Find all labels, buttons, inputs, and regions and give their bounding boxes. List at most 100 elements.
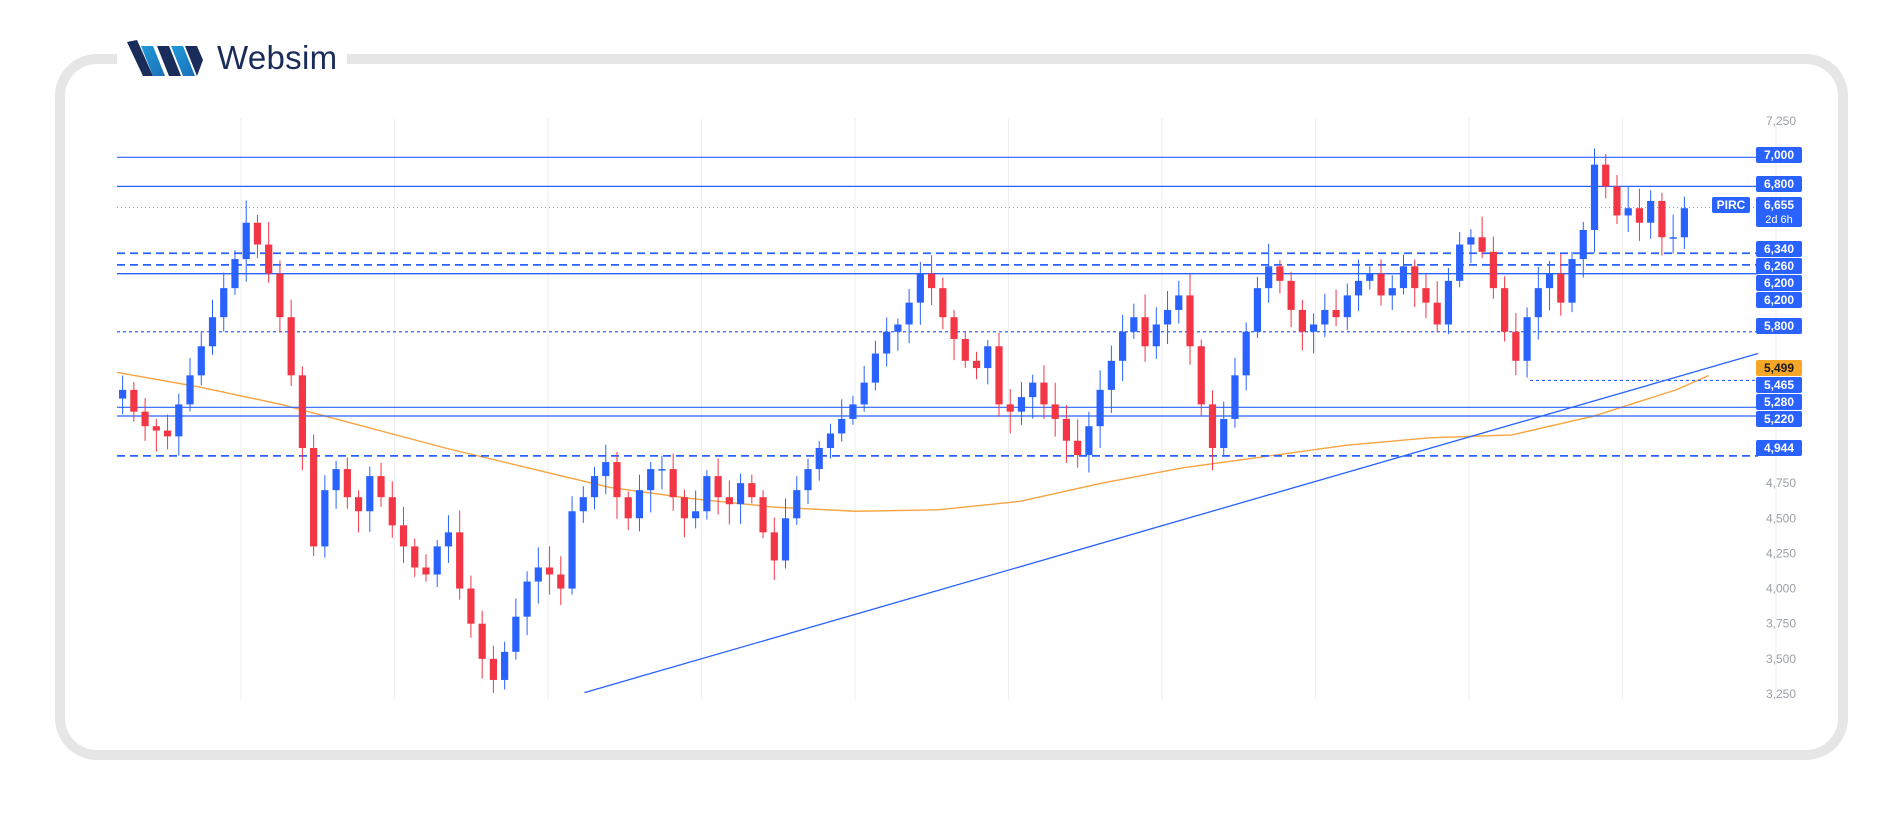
candle-body: [1310, 324, 1318, 332]
candle-body: [208, 317, 217, 347]
candle-body: [1130, 317, 1138, 332]
candle-body: [635, 490, 644, 519]
y-axis-tick-label: 3,250: [1766, 687, 1796, 701]
candle-body: [1197, 346, 1205, 405]
candle-body: [332, 469, 340, 491]
candle-body: [141, 411, 149, 427]
candle-body: [995, 346, 1003, 405]
candle-body: [388, 497, 396, 526]
candle-body: [1040, 382, 1048, 405]
candle-body: [186, 375, 194, 405]
candle-body: [905, 302, 913, 325]
level-tag: [1756, 411, 1802, 427]
candle-body: [489, 658, 497, 680]
candle-body: [1119, 331, 1127, 361]
candle-body: [1017, 397, 1026, 412]
level-tag-label: 6,260: [1764, 259, 1794, 273]
level-tag: [1756, 440, 1802, 456]
candle-body: [793, 490, 801, 519]
candle-body: [849, 404, 857, 419]
candle-body: [1085, 426, 1093, 456]
candle-body: [669, 469, 677, 498]
candle-body: [647, 469, 655, 491]
candle-body: [1647, 200, 1655, 223]
candle-body: [422, 567, 430, 575]
candle-body: [1501, 288, 1509, 332]
level-tag: [1756, 241, 1802, 257]
candle-body: [1152, 324, 1160, 347]
candle-body: [1253, 288, 1262, 332]
candle-body: [1321, 309, 1329, 325]
candle-body: [1680, 208, 1688, 238]
candle-body: [1579, 230, 1587, 260]
candle-body: [624, 497, 632, 519]
candle-body: [1523, 317, 1531, 361]
candle-body: [815, 448, 823, 470]
last-price-label: 6,655: [1764, 198, 1794, 212]
candle-body: [804, 469, 812, 491]
candle-body: [1478, 237, 1486, 252]
candle-body: [343, 469, 351, 498]
candlesticks: [119, 148, 1688, 693]
candle-body: [871, 353, 880, 383]
level-tag-label: 7,000: [1764, 148, 1794, 162]
candle-body: [253, 222, 262, 245]
level-tag-label: 6,200: [1764, 293, 1794, 307]
candle-body: [433, 546, 441, 575]
candle-body: [512, 616, 520, 652]
candle-body: [590, 476, 599, 498]
websim-logo-icon: [127, 40, 203, 76]
candle-body: [411, 546, 419, 568]
candle-body: [939, 288, 947, 318]
last-price-badge: [1756, 197, 1802, 227]
trendline-path: [584, 352, 1759, 694]
candle-body: [602, 462, 610, 477]
candle-body: [1231, 375, 1239, 419]
candle-body: [444, 532, 453, 547]
trendline: [584, 352, 1759, 694]
candle-body: [1456, 244, 1464, 281]
level-tag: [1756, 360, 1802, 376]
candle-body: [759, 497, 767, 533]
level-tags: 7,000 6,800 6,340 6,260 6,200 6,200 5,800 5,499…: [1756, 147, 1802, 456]
candle-body: [478, 623, 486, 659]
candle-body: [1669, 237, 1677, 239]
candle-body: [1265, 266, 1273, 289]
level-tag-label: 5,465: [1764, 378, 1794, 392]
candle-body: [242, 222, 250, 260]
candle-body: [736, 483, 745, 505]
candle-body: [1332, 309, 1340, 318]
symbol-label: PIRC: [1717, 198, 1746, 212]
y-axis-tick-label: 4,000: [1766, 582, 1796, 596]
level-tag-label: 5,800: [1764, 319, 1794, 333]
candle-body: [175, 404, 183, 437]
candle-body: [927, 273, 936, 289]
candle-body: [197, 346, 205, 376]
level-tag: [1756, 275, 1802, 291]
candle-body: [1534, 288, 1542, 318]
candle-body: [961, 339, 969, 361]
candle-body: [265, 244, 273, 274]
candle-body: [1175, 295, 1183, 310]
candle-body: [377, 476, 385, 498]
candle-body: [1051, 404, 1059, 419]
y-axis-tick-label: 4,500: [1766, 511, 1796, 525]
candle-body: [1220, 418, 1228, 448]
candle-body: [781, 518, 790, 561]
candle-body: [534, 567, 542, 582]
candle-body: [1096, 389, 1104, 427]
y-axis-tick-label: 4,250: [1766, 546, 1796, 560]
candle-body: [613, 462, 621, 498]
candle-body: [1422, 288, 1430, 303]
horizontal-levels: [117, 156, 1758, 457]
candle-body: [1298, 309, 1306, 332]
y-axis-tick-label: 4,750: [1766, 476, 1796, 490]
candle-body: [703, 476, 711, 512]
candle-body: [276, 273, 284, 318]
level-tag-label: 6,200: [1764, 276, 1794, 290]
candle-body: [1433, 302, 1441, 325]
candle-body: [1388, 288, 1396, 296]
candle-body: [860, 382, 868, 405]
moving-average-line: [116, 371, 1710, 512]
